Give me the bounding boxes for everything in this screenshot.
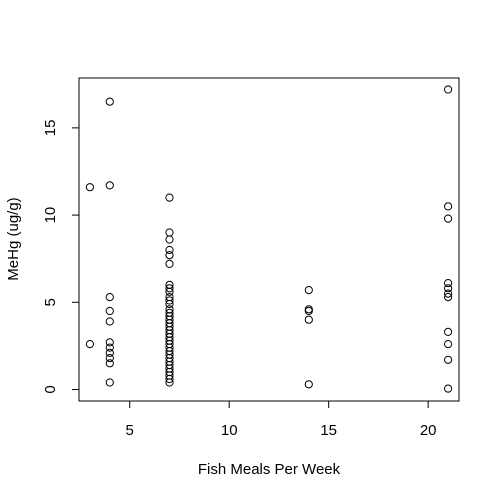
y-axis-label: MeHg (ug/g)	[5, 197, 22, 280]
data-point	[165, 251, 174, 260]
data-point	[165, 259, 174, 268]
data-point	[444, 85, 453, 94]
y-axis: 0 5 10 15	[42, 120, 80, 394]
data-point	[444, 214, 453, 223]
data-point	[304, 286, 313, 295]
x-axis-label: Fish Meals Per Week	[198, 461, 341, 478]
data-point	[304, 306, 313, 316]
data-point	[444, 279, 453, 288]
data-point	[444, 293, 453, 302]
x-tick-label: 10	[221, 422, 238, 439]
data-point	[165, 299, 174, 309]
data-point	[165, 235, 174, 244]
data-point	[165, 245, 174, 255]
data-point	[165, 284, 174, 293]
data-point	[85, 340, 95, 349]
data-point	[165, 228, 174, 237]
data-point	[105, 181, 114, 190]
data-point	[444, 340, 453, 349]
data-point	[105, 317, 114, 326]
data-point	[105, 293, 114, 302]
y-tick-label: 10	[42, 207, 59, 224]
y-tick-label: 5	[42, 298, 59, 306]
y-tick-label: 15	[42, 120, 59, 137]
data-point	[165, 378, 174, 387]
data-points	[85, 85, 453, 393]
data-point	[105, 354, 114, 363]
data-point	[444, 284, 453, 293]
x-tick-label: 5	[126, 422, 134, 439]
data-point	[444, 327, 453, 336]
x-tick-label: 15	[320, 422, 337, 439]
x-tick-label: 20	[420, 422, 437, 439]
data-point	[165, 287, 174, 296]
data-point	[105, 343, 114, 352]
data-point	[304, 305, 313, 314]
data-point	[105, 348, 114, 357]
data-point	[105, 338, 114, 347]
data-point	[444, 384, 453, 393]
data-point	[304, 315, 313, 324]
data-point	[165, 193, 174, 202]
y-tick-label: 0	[42, 385, 59, 393]
data-point	[165, 374, 174, 384]
data-point	[105, 97, 114, 106]
data-point	[105, 378, 114, 387]
data-point	[85, 183, 95, 192]
data-point	[105, 306, 114, 316]
x-axis: 5 10 15 20	[126, 400, 437, 439]
data-point	[165, 296, 174, 305]
plot-frame	[78, 77, 460, 402]
data-point	[444, 202, 453, 211]
data-point	[444, 289, 453, 298]
data-point	[444, 355, 453, 364]
data-point	[105, 359, 114, 368]
data-point	[304, 380, 313, 389]
